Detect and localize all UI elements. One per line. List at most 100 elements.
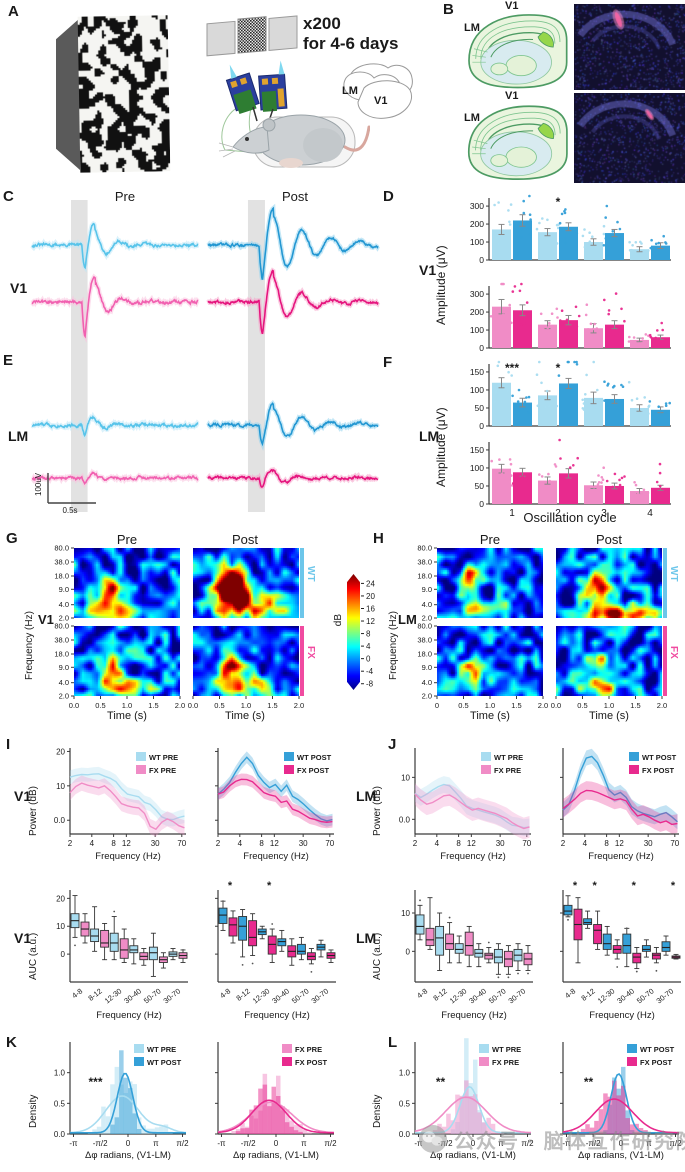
pre-header-c: Pre [114,189,136,204]
noise-stimulus-cube [77,15,171,173]
hist-bar [594,1120,599,1134]
hist-bar [280,1106,285,1134]
svg-text:0.5: 0.5 [95,701,105,710]
data-point [612,333,615,337]
data-point [547,472,550,476]
g-pre-header: Pre [116,532,138,547]
svg-text:12: 12 [270,839,279,848]
data-point [568,466,572,469]
svg-text:12-30: 12-30 [596,986,617,1005]
svg-text:Δφ radians, (V1-LM): Δφ radians, (V1-LM) [85,1150,171,1161]
box [228,917,238,937]
hist-bar [477,1112,482,1134]
svg-text:1: 1 [509,508,515,519]
data-point [621,385,625,388]
svg-text:1.5: 1.5 [267,701,277,710]
spectrogram-lm-wt-pre [437,548,543,618]
data-point [523,400,527,404]
panel-h-label: H [373,530,384,547]
data-point [654,242,658,246]
svg-text:WT PRE: WT PRE [492,1045,521,1054]
monitor-stack [206,15,298,57]
data-point [508,458,512,461]
data-point [656,329,659,332]
data-point [604,237,608,240]
h-region-label: LM [398,612,417,627]
data-point [567,360,570,364]
svg-text:*: * [556,195,561,209]
data-point [596,483,600,486]
j-power-left: 0.0 10 2 4 8 12 30 70 Frequency (Hz) WT PRE FX PRE [399,748,532,862]
data-point [527,395,531,399]
svg-text:Δφ radians, (V1-LM): Δφ radians, (V1-LM) [430,1150,516,1161]
data-point [584,393,587,396]
hist-bar [154,1127,160,1134]
data-point [634,241,638,244]
mouse-illustration [218,60,370,168]
data-point [517,409,521,412]
svg-text:π: π [646,1139,652,1148]
svg-text:Frequency (Hz): Frequency (Hz) [588,851,653,862]
hist-bar [481,1122,487,1134]
data-point [661,328,664,332]
box [148,946,158,961]
data-point [508,303,511,307]
data-point [656,492,659,496]
mouse-haunch [303,128,343,162]
box [464,931,474,956]
svg-text:4: 4 [366,642,371,651]
data-point [522,199,525,203]
svg-text:20: 20 [56,894,65,903]
data-point [660,321,663,325]
svg-text:WT POST: WT POST [147,1058,182,1067]
mouse-eye [245,137,249,141]
svg-text:0: 0 [479,343,484,353]
svg-text:9.0: 9.0 [59,585,69,594]
data-point [564,208,567,211]
data-point [658,462,662,466]
data-point [557,374,561,377]
svg-text:2.0: 2.0 [59,614,69,623]
j-power-ylabel: Power (dB) [372,785,383,836]
svg-text:WT PRE: WT PRE [149,753,178,762]
legend-swatch [629,765,639,774]
g-wt-strip [300,548,304,618]
g-fx-strip-label: FX [305,646,316,659]
g-time-label-1: Time (s) [107,710,147,722]
h-fx-strip [663,626,667,696]
hist-bar [598,1109,604,1134]
legend-swatch [284,752,294,761]
hist-bar [612,1080,617,1134]
mouse-paw [279,158,303,168]
data-point [493,400,496,403]
db-colorbar [347,574,360,690]
box [425,927,435,947]
hist-bar [267,1106,272,1134]
svg-text:4: 4 [647,508,653,519]
hist-bar [464,1080,469,1134]
data-point [623,319,626,323]
electrode-pin [252,106,258,122]
g-fx-strip [300,626,304,696]
box [563,904,573,916]
hist-bar [302,1129,308,1134]
j-power-right: 2 4 8 12 30 70 Frequency (Hz) WT POST FX POST [560,748,680,862]
svg-text:-π/2: -π/2 [93,1139,108,1148]
svg-text:4: 4 [238,839,243,848]
svg-text:Frequency (Hz): Frequency (Hz) [243,851,308,862]
svg-text:24: 24 [366,579,375,588]
j-auc-ylabel: AUC (a.u.) [372,932,383,980]
data-point [540,381,543,385]
v1-label: V1 [374,95,387,107]
svg-text:0: 0 [366,655,371,664]
data-point [518,480,521,483]
data-point [603,298,606,302]
bar [630,491,649,504]
svg-text:4-8: 4-8 [218,986,232,1000]
bar [605,398,624,426]
data-point [597,474,600,477]
svg-text:0: 0 [479,499,484,509]
legend-swatch [481,765,491,774]
data-point [522,211,526,215]
svg-text:30-40: 30-40 [467,986,488,1005]
